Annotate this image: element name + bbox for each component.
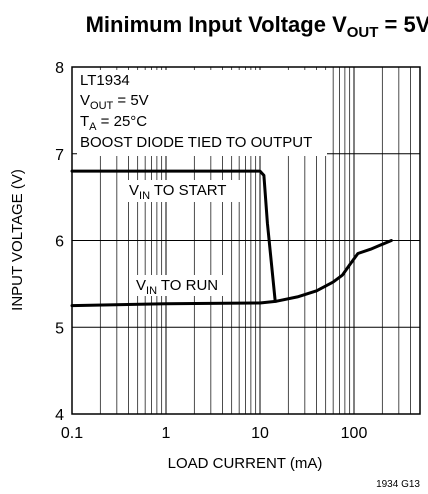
annotation-part: LT1934 (80, 72, 130, 89)
y-tick-label: 5 (55, 320, 64, 337)
annotation-diode: BOOST DIODE TIED TO OUTPUT (80, 134, 312, 151)
chart-title-sub: OUT (347, 24, 379, 41)
series-lines (70, 169, 393, 308)
series-label-run: VIN TO RUN (136, 277, 218, 297)
y-tick-label: 4 (55, 407, 64, 424)
series-line-vin-to-start (70, 169, 277, 303)
x-tick-label: 100 (341, 425, 368, 442)
annotation-ta: TA = 25°C (80, 113, 147, 133)
y-axis-label: INPUT VOLTAGE (V) (9, 169, 26, 311)
series-line-vin-to-run (70, 239, 393, 308)
y-tick-label: 6 (55, 234, 64, 251)
y-tick-label: 8 (55, 60, 64, 77)
series-label-bg-start (126, 180, 240, 202)
annotation-vout: VOUT = 5V (80, 92, 149, 112)
tick-labels: 0.1 1 10 100 4 5 6 7 8 (55, 60, 367, 442)
annotation-box (77, 70, 327, 156)
plot-frame (71, 66, 421, 415)
figure-id: 1934 G13 (376, 479, 420, 490)
chart-title: Minimum Input Voltage VOUT = 5V (86, 12, 428, 41)
series-label-start: VIN TO START (129, 182, 226, 202)
x-tick-label: 0.1 (61, 425, 83, 442)
y-tick-label: 7 (55, 147, 64, 164)
x-axis-label: LOAD CURRENT (mA) (168, 455, 323, 472)
chart-title-main: Minimum Input Voltage V (86, 12, 347, 37)
series-label-bg-run (132, 275, 230, 296)
chart-title-suffix: = 5V (378, 12, 428, 37)
x-tick-label: 10 (251, 425, 269, 442)
x-tick-label: 1 (162, 425, 171, 442)
